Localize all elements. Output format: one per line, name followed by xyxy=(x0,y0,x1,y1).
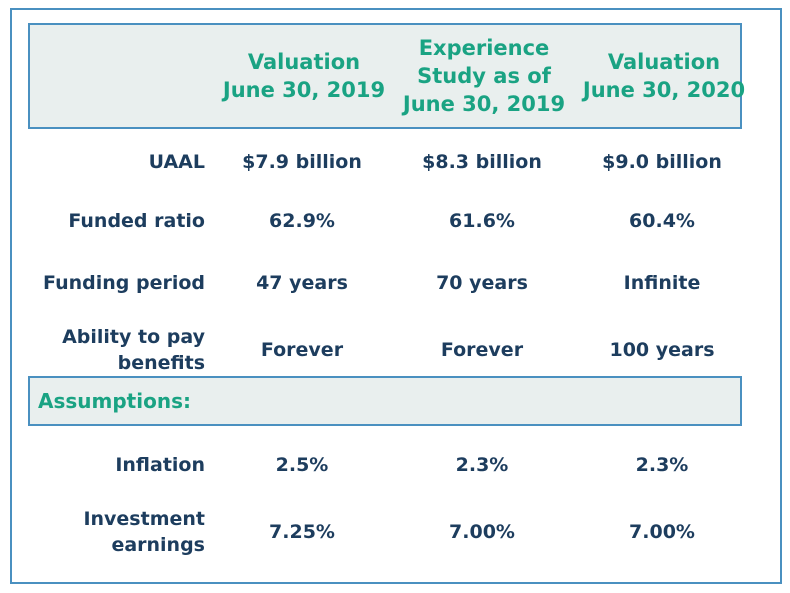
row-label: Inflation xyxy=(115,454,205,476)
table-row-ability-to-pay: Ability to pay benefits Forever Forever … xyxy=(0,322,790,378)
column-header-band: Valuation June 30, 2019 Experience Study… xyxy=(28,23,745,129)
row-label: Funding period xyxy=(43,272,205,294)
table-cell: Forever xyxy=(260,339,344,361)
table-cell: $7.9 billion xyxy=(242,151,362,173)
table-row-investment-earnings: Investment earnings 7.25% 7.00% 7.00% xyxy=(0,504,790,560)
table-cell: $9.0 billion xyxy=(602,151,722,173)
table-cell: 70 years xyxy=(436,272,528,294)
table-cell: 7.25% xyxy=(269,521,335,543)
table-row-funded-ratio: Funded ratio 62.9% 61.6% 60.4% xyxy=(0,198,790,244)
section-title: Assumptions: xyxy=(38,389,191,413)
column-header-valuation-2020: Valuation June 30, 2020 xyxy=(582,50,746,102)
table-cell: 2.5% xyxy=(275,454,329,476)
table-cell: 2.3% xyxy=(455,454,509,476)
table-cell: 60.4% xyxy=(629,210,695,232)
table-cell: 61.6% xyxy=(449,210,515,232)
table-row-uaal: UAAL $7.9 billion $8.3 billion $9.0 bill… xyxy=(0,140,790,184)
table-cell: 47 years xyxy=(256,272,348,294)
table-cell: 7.00% xyxy=(449,521,515,543)
column-header-experience-study-2019: Experience Study as of June 30, 2019 xyxy=(402,36,566,116)
table-cell: 62.9% xyxy=(269,210,335,232)
assumptions-section-header: Assumptions: xyxy=(28,376,742,426)
row-label: Funded ratio xyxy=(68,210,205,232)
row-label: Ability to pay benefits xyxy=(62,326,205,374)
table-cell: 100 years xyxy=(609,339,715,361)
row-label: Investment earnings xyxy=(83,508,205,556)
row-label: UAAL xyxy=(148,151,205,173)
table-cell: 7.00% xyxy=(629,521,695,543)
table-cell: 2.3% xyxy=(635,454,689,476)
table-cell: $8.3 billion xyxy=(422,151,542,173)
column-header-valuation-2019: Valuation June 30, 2019 xyxy=(222,50,386,102)
table-row-funding-period: Funding period 47 years 70 years Infinit… xyxy=(0,260,790,306)
table-cell: Infinite xyxy=(623,272,701,294)
table-row-inflation: Inflation 2.5% 2.3% 2.3% xyxy=(0,442,790,488)
table-cell: Forever xyxy=(440,339,524,361)
